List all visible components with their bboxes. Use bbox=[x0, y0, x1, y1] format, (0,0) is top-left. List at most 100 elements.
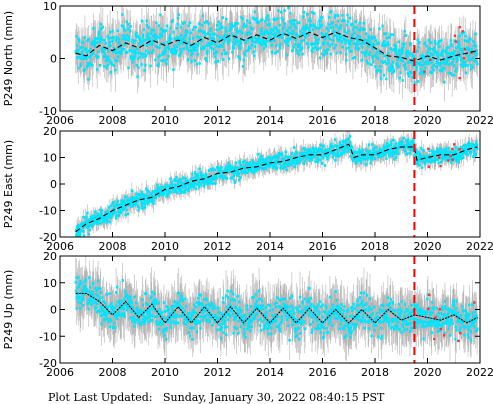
observation-point bbox=[423, 62, 426, 66]
observation-point bbox=[160, 34, 164, 38]
observation-point bbox=[126, 22, 130, 26]
observation-point bbox=[204, 32, 207, 36]
observation-point bbox=[97, 37, 100, 41]
observation-point bbox=[341, 144, 345, 147]
observation-point bbox=[244, 166, 247, 170]
observation-point bbox=[188, 21, 191, 25]
observation-point bbox=[439, 63, 442, 67]
observation-point bbox=[189, 31, 193, 35]
observation-point bbox=[315, 40, 318, 44]
observation-point bbox=[89, 224, 92, 227]
observation-point bbox=[353, 42, 357, 45]
observation-point bbox=[294, 152, 297, 156]
observation-point bbox=[227, 35, 231, 39]
observation-point bbox=[403, 62, 407, 66]
observation-point bbox=[392, 149, 395, 153]
observation-point bbox=[235, 173, 238, 176]
observation-point bbox=[353, 155, 357, 158]
observation-point bbox=[350, 37, 354, 41]
observation-point bbox=[222, 35, 226, 39]
observation-point bbox=[183, 190, 187, 194]
observation-point bbox=[351, 56, 355, 60]
observation-point bbox=[455, 67, 458, 71]
observation-point bbox=[346, 20, 350, 24]
observation-point bbox=[79, 46, 83, 49]
observation-point bbox=[311, 28, 315, 32]
observation-point bbox=[475, 52, 479, 56]
observation-point bbox=[270, 158, 273, 161]
observation-point bbox=[293, 165, 297, 169]
observation-point bbox=[194, 176, 197, 180]
observation-point bbox=[242, 58, 245, 62]
observation-point bbox=[183, 189, 186, 192]
observation-point bbox=[387, 43, 390, 47]
observation-point bbox=[341, 148, 344, 152]
observation-point bbox=[191, 44, 194, 48]
observation-point bbox=[375, 146, 378, 150]
observation-point bbox=[155, 188, 158, 192]
observation-point bbox=[331, 155, 334, 159]
observation-point bbox=[221, 16, 225, 20]
observation-point bbox=[415, 148, 418, 152]
observation-point bbox=[410, 71, 413, 75]
observation-point bbox=[391, 66, 394, 69]
observation-point bbox=[276, 161, 280, 165]
observation-point bbox=[326, 48, 330, 51]
observation-point bbox=[370, 37, 374, 41]
observation-point bbox=[461, 49, 464, 53]
observation-point bbox=[219, 175, 222, 178]
observation-point bbox=[309, 19, 312, 23]
observation-point bbox=[401, 47, 404, 50]
observation-point bbox=[294, 42, 297, 46]
observation-point bbox=[152, 28, 155, 32]
observation-point bbox=[233, 42, 237, 46]
observation-point bbox=[123, 27, 126, 31]
observation-point bbox=[307, 156, 310, 160]
observation-point bbox=[284, 158, 287, 162]
observation-point bbox=[197, 41, 200, 45]
observation-point bbox=[352, 150, 355, 154]
observation-point bbox=[453, 73, 456, 77]
observation-point bbox=[368, 152, 371, 156]
observation-point bbox=[169, 39, 172, 43]
observation-point bbox=[373, 157, 377, 160]
observation-point bbox=[358, 28, 361, 32]
observation-point bbox=[336, 145, 340, 149]
observation-point bbox=[466, 46, 469, 50]
observation-point bbox=[268, 164, 271, 168]
observation-point bbox=[371, 157, 374, 161]
observation-point bbox=[381, 44, 384, 47]
observation-point bbox=[191, 172, 194, 176]
observation-point bbox=[149, 64, 152, 68]
observation-point bbox=[357, 39, 360, 42]
observation-point bbox=[304, 151, 308, 155]
observation-point bbox=[397, 56, 400, 60]
observation-point bbox=[392, 70, 396, 73]
observation-point bbox=[244, 163, 248, 167]
observation-point bbox=[433, 46, 436, 50]
observation-point bbox=[245, 171, 249, 175]
observation-point bbox=[121, 199, 124, 203]
observation-point bbox=[409, 144, 413, 148]
observation-point bbox=[201, 173, 205, 177]
observation-point bbox=[123, 202, 126, 206]
observation-point bbox=[178, 37, 182, 40]
observation-point bbox=[315, 26, 319, 30]
observation-point bbox=[236, 22, 239, 25]
observation-point bbox=[172, 30, 175, 34]
observation-point bbox=[416, 62, 420, 66]
observation-point bbox=[274, 32, 277, 36]
observation-point bbox=[150, 51, 154, 55]
observation-point bbox=[169, 37, 173, 40]
observation-point bbox=[388, 36, 391, 39]
observation-point bbox=[262, 46, 266, 50]
observation-point bbox=[335, 51, 338, 55]
observation-point bbox=[160, 190, 163, 193]
observation-point bbox=[196, 43, 200, 47]
x-tick-label: 2016 bbox=[309, 114, 337, 127]
observation-point bbox=[226, 33, 229, 37]
observation-point bbox=[390, 143, 393, 147]
observation-point bbox=[209, 29, 212, 32]
observation-point bbox=[386, 40, 389, 44]
observation-point bbox=[82, 215, 85, 219]
